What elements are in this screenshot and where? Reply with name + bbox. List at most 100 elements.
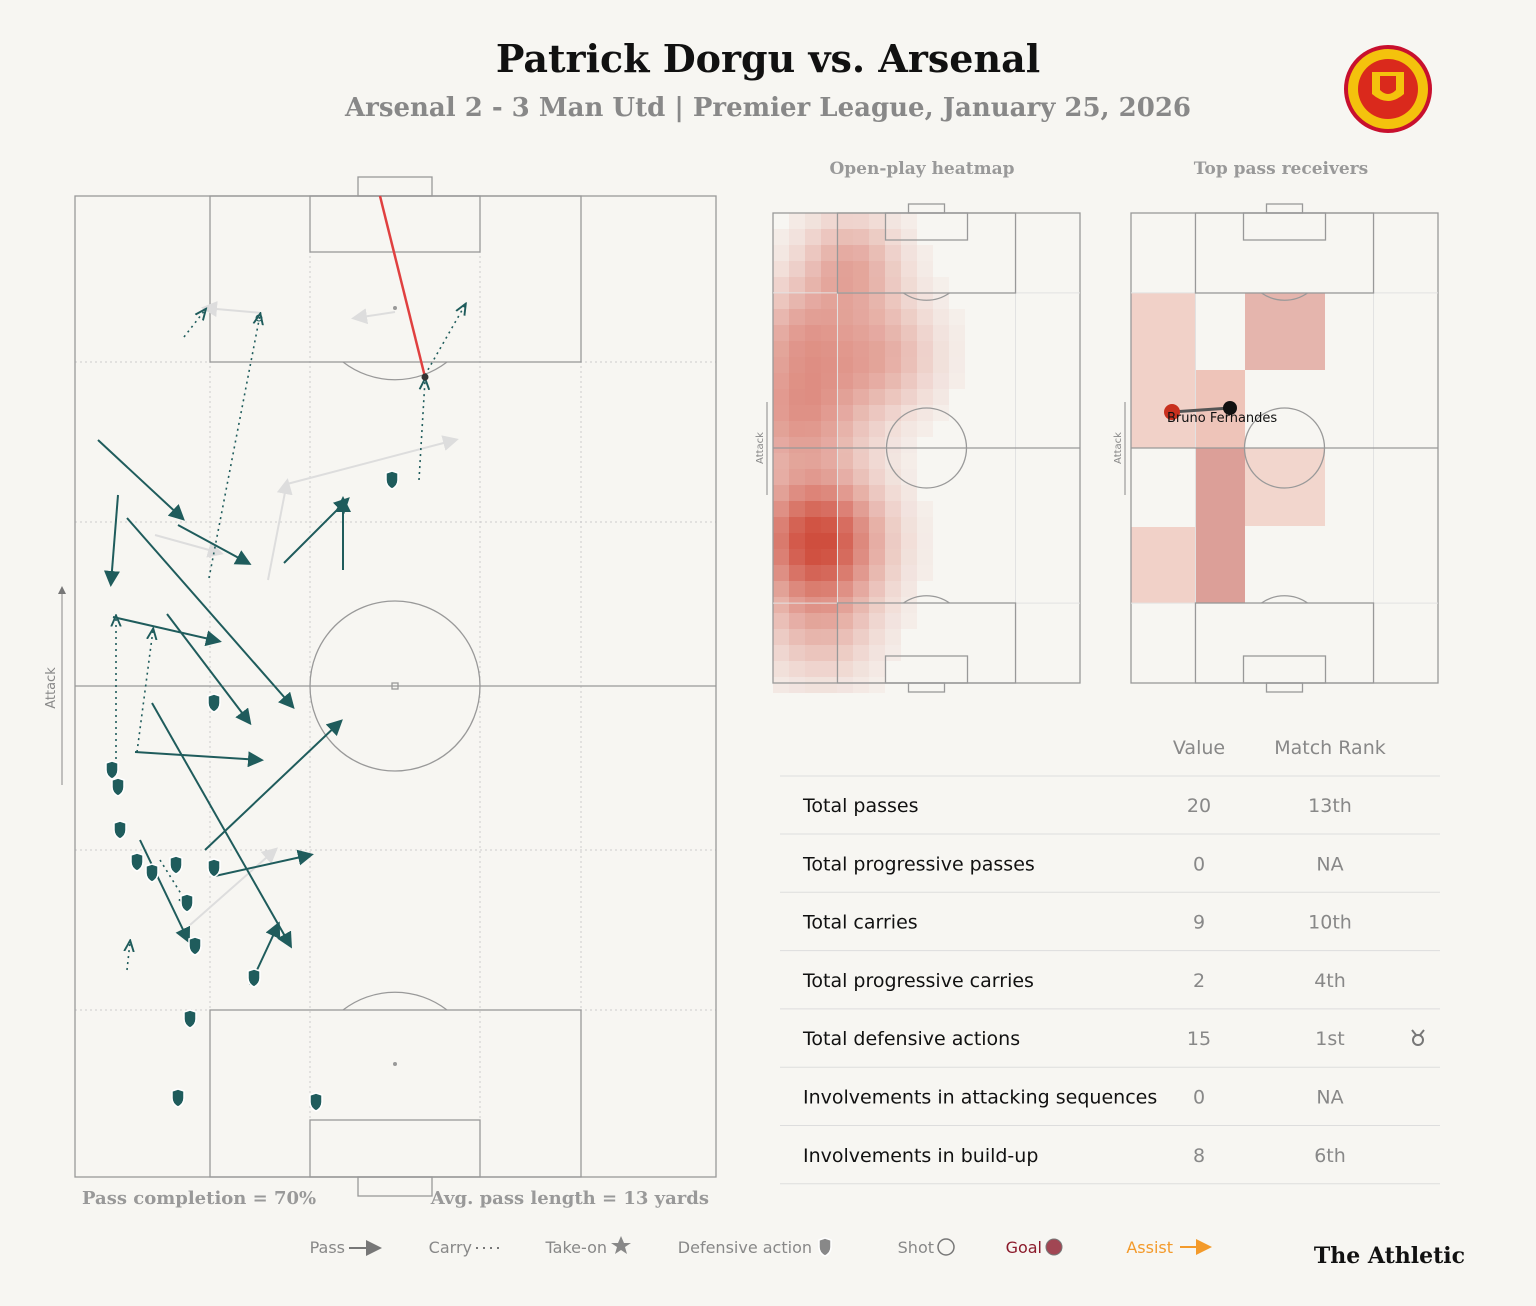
heat-cell: [885, 549, 901, 565]
heat-cell: [837, 661, 853, 677]
heat-cell: [773, 293, 789, 309]
heat-cell: [805, 309, 821, 325]
heat-cell: [789, 469, 805, 485]
heat-cell: [885, 645, 901, 661]
heat-cell: [837, 261, 853, 277]
heat-cell: [901, 581, 917, 597]
heat-cell: [917, 533, 933, 549]
heat-cell: [917, 309, 933, 325]
pass: [139, 839, 191, 944]
heat-cell: [805, 405, 821, 421]
heat-cell: [805, 213, 821, 229]
heat-cell: [773, 581, 789, 597]
legend-goal: [1045, 1238, 1063, 1256]
carry: [136, 630, 153, 753]
heat-cell: [901, 517, 917, 533]
heat-cell: [853, 277, 869, 293]
heat-cell: [837, 229, 853, 245]
heat-cell: [805, 485, 821, 501]
heat-cell: [821, 677, 837, 693]
legend-label: Goal: [1006, 1238, 1042, 1257]
heat-cell: [869, 661, 885, 677]
row-value: 15: [1187, 1028, 1211, 1050]
brand: The Athletic: [1314, 1243, 1465, 1269]
heat-cell: [773, 565, 789, 581]
small-pitches: [772, 203, 1439, 693]
heat-cell: [901, 549, 917, 565]
heat-cell: [837, 613, 853, 629]
shield-icon: [145, 863, 159, 883]
receiver-link: [1171, 406, 1231, 414]
heat-cell: [933, 309, 949, 325]
penalty-box: [1194, 602, 1375, 684]
heat-cell: [901, 533, 917, 549]
heat-cell: [821, 293, 837, 309]
heat-cell: [901, 437, 917, 453]
heat-cell: [869, 517, 885, 533]
receivers-title: Top pass receivers: [1194, 159, 1368, 179]
carry: [418, 380, 425, 481]
receivers-map: [1131, 293, 1325, 603]
shot: [378, 195, 427, 378]
heat-cell: [773, 341, 789, 357]
heatmap-title: Open-play heatmap: [829, 159, 1014, 179]
legend-shot: [937, 1238, 955, 1256]
heat-cell: [853, 533, 869, 549]
heat-cell: [805, 581, 821, 597]
heat-cell: [885, 261, 901, 277]
penalty-arc: [1261, 595, 1308, 604]
heat-cell: [805, 229, 821, 245]
heat-cell: [885, 341, 901, 357]
heat-cell: [789, 229, 805, 245]
heat-cell: [853, 309, 869, 325]
legend-label: Take-on: [545, 1238, 607, 1257]
shield-icon: [111, 777, 125, 797]
attack-label: Attack: [1113, 432, 1124, 464]
heat-cell: [789, 661, 805, 677]
shield-icon: [385, 470, 399, 490]
heat-cell: [837, 325, 853, 341]
penalty-arc: [903, 292, 950, 301]
heat-cell: [789, 453, 805, 469]
heat-cell: [853, 389, 869, 405]
attack-label: Attack: [44, 667, 59, 709]
row-value: 2: [1193, 970, 1205, 992]
row-rank: 6th: [1314, 1145, 1346, 1167]
heat-cell: [773, 597, 789, 613]
row-value: 0: [1193, 853, 1205, 875]
heat-cell: [869, 277, 885, 293]
heat-cell: [821, 389, 837, 405]
heat-cell: [821, 533, 837, 549]
heat-cell: [853, 373, 869, 389]
heat-cell: [821, 405, 837, 421]
pass: [151, 702, 292, 949]
pass: [112, 616, 222, 647]
heat-cell: [837, 677, 853, 693]
heat-cell: [837, 421, 853, 437]
heat-cell: [901, 565, 917, 581]
heat-cell: [789, 309, 805, 325]
heat-cell: [837, 549, 853, 565]
heat-cell: [949, 309, 965, 325]
heat-cell: [901, 501, 917, 517]
heat-cell: [837, 213, 853, 229]
heat-cell: [773, 533, 789, 549]
heat-cell: [853, 501, 869, 517]
heat-cell: [869, 373, 885, 389]
heat-cell: [789, 677, 805, 693]
heat-cell: [917, 501, 933, 517]
incomplete-pass: [286, 435, 459, 485]
heat-cell: [869, 501, 885, 517]
heat-cell: [853, 421, 869, 437]
pass: [126, 517, 295, 710]
heat-cell: [885, 437, 901, 453]
heat-cell: [917, 293, 933, 309]
row-rank: NA: [1316, 1087, 1343, 1109]
heat-cell: [805, 389, 821, 405]
heat-cell: [869, 405, 885, 421]
heat-cell: [789, 245, 805, 261]
heat-cell: [885, 421, 901, 437]
heat-cell: [805, 357, 821, 373]
row-rank: 4th: [1314, 970, 1346, 992]
heat-cell: [837, 581, 853, 597]
